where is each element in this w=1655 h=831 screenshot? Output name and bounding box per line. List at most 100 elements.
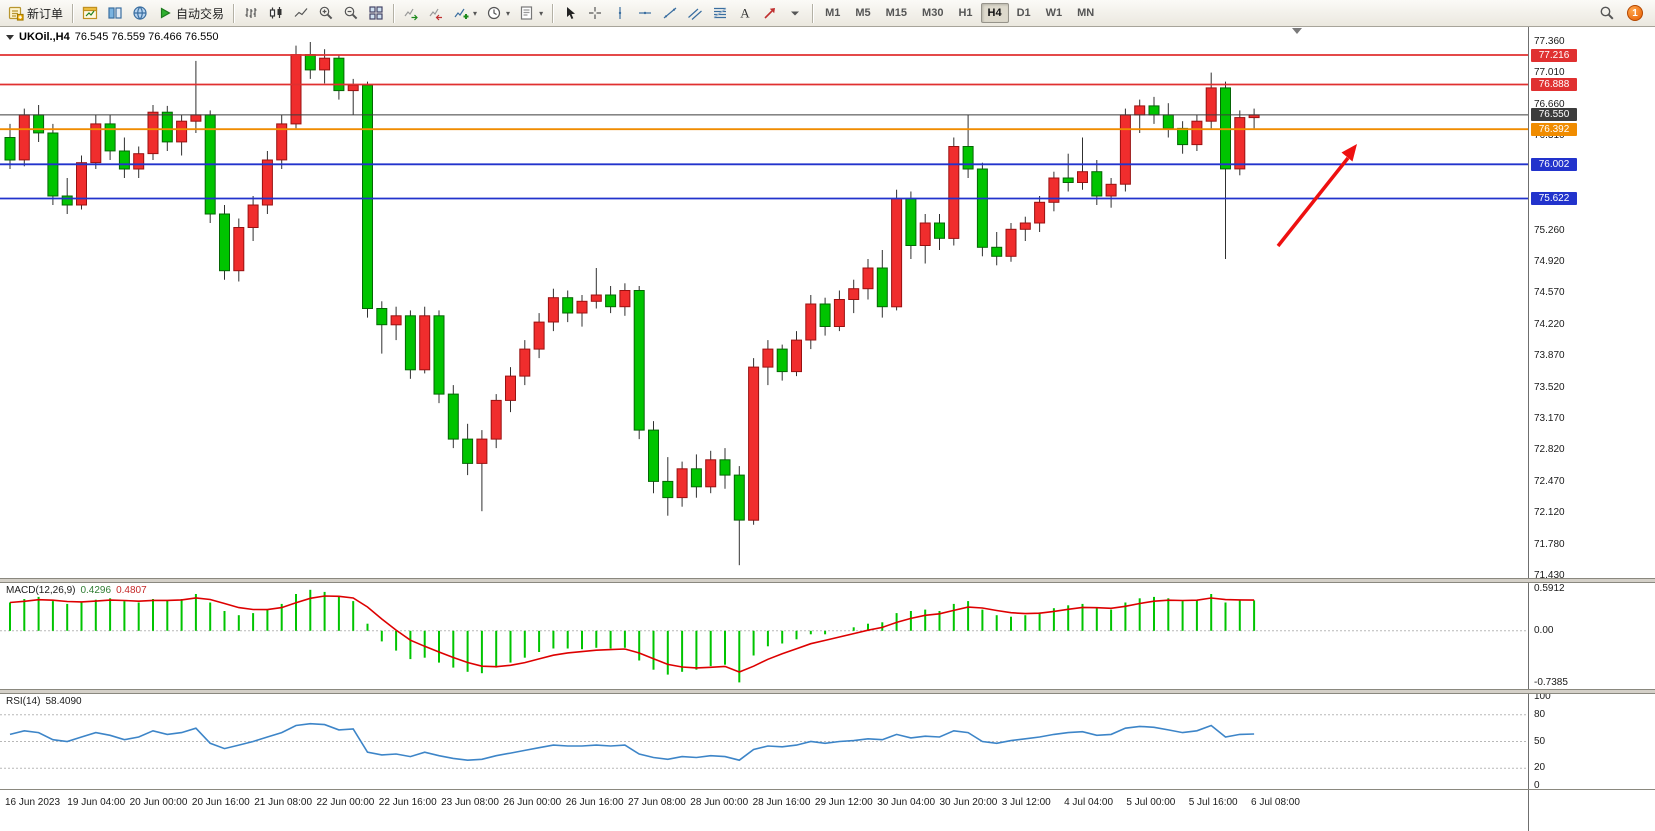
dropdown-caret-icon[interactable]: ▾ [539, 8, 544, 18]
timeframe-h1-button[interactable]: H1 [958, 7, 973, 19]
timeframe-w1-button[interactable]: W1 [1045, 7, 1063, 19]
indicators-list-button[interactable]: ▾ [449, 2, 481, 24]
auto-scroll-button[interactable] [399, 2, 423, 24]
bars-icon [243, 5, 259, 21]
dropdown-caret-icon[interactable]: ▾ [506, 8, 511, 18]
tile-windows-button[interactable] [364, 2, 388, 24]
time-axis-label: 16 Jun 2023 [5, 797, 61, 808]
rsi-scale-tick: 0 [1534, 780, 1540, 791]
ohlc-values: 76.545 76.559 76.466 76.550 [74, 31, 219, 43]
vertical-line-tool-button[interactable] [608, 2, 632, 24]
toolbar-separator [393, 3, 395, 23]
periods-list-button[interactable]: ▾ [482, 2, 514, 24]
auto-trading-button[interactable]: 自动交易 [153, 2, 228, 24]
toolbar-separator [72, 3, 74, 23]
candle-chart-type-button[interactable] [264, 2, 288, 24]
price-tick: 73.870 [1534, 350, 1565, 362]
rsi-scale-tick: 80 [1534, 708, 1546, 720]
time-axis-label: 23 Jun 08:00 [441, 797, 499, 808]
timeframe-d1-button[interactable]: D1 [1016, 7, 1031, 19]
time-axis-label: 6 Jul 08:00 [1251, 797, 1300, 808]
templates-button[interactable]: ▾ [515, 2, 547, 24]
notification-badge: 1 [1627, 5, 1643, 21]
time-axis-label: 28 Jun 00:00 [690, 797, 749, 808]
time-axis-label: 4 Jul 04:00 [1064, 797, 1114, 808]
zoom-in-button[interactable] [314, 2, 338, 24]
trendline-tool-button[interactable] [658, 2, 682, 24]
rsi-label: RSI(14) 58.4090 [6, 696, 82, 707]
time-axis-label: 30 Jun 20:00 [939, 797, 998, 808]
timeframe-m15-button[interactable]: M15 [885, 7, 908, 19]
new-order-button[interactable]: 新订单 [4, 2, 67, 24]
price-tick: 71.780 [1534, 538, 1565, 550]
timeframe-mn-button[interactable]: MN [1077, 7, 1095, 19]
macd-scale-tick: 0.00 [1534, 624, 1554, 636]
price-level-badge: 77.216 [1531, 48, 1577, 62]
play-green-icon [157, 5, 173, 21]
panel-separator[interactable] [0, 689, 1655, 694]
fibonacci-tool-button[interactable] [708, 2, 732, 24]
price-chart[interactable] [0, 27, 1528, 578]
trendline-icon [662, 5, 678, 21]
fibo-icon [712, 5, 728, 21]
time-axis-label: 3 Jul 12:00 [1001, 797, 1051, 808]
rsi-panel[interactable] [0, 694, 1528, 789]
crosshair-tool-button[interactable] [583, 2, 607, 24]
price-tick: 74.570 [1534, 287, 1565, 299]
objects-more-button[interactable] [783, 2, 807, 24]
time-axis-label: 5 Jul 00:00 [1126, 797, 1176, 808]
line-icon [293, 5, 309, 21]
timeframe-m1-button[interactable]: M1 [825, 7, 841, 19]
arrows-tool-button[interactable] [758, 2, 782, 24]
price-tick: 72.820 [1534, 444, 1565, 456]
timeframe-m5-button[interactable]: M5 [855, 7, 871, 19]
price-tick: 77.360 [1534, 36, 1565, 47]
search-symbols-button[interactable] [1595, 2, 1619, 24]
time-axis-label: 29 Jun 12:00 [814, 797, 873, 808]
dropdown-caret-icon[interactable]: ▾ [473, 8, 478, 18]
time-axis-label: 27 Jun 08:00 [628, 797, 686, 808]
hline-icon [637, 5, 653, 21]
zoom-out-icon [343, 5, 359, 21]
time-axis-label: 28 Jun 16:00 [752, 797, 811, 808]
cursor-icon [562, 5, 578, 21]
line-chart-type-button[interactable] [289, 2, 313, 24]
chart-title: UKOil.,H4 76.545 76.559 76.466 76.550 [6, 31, 218, 43]
notifications-button[interactable]: 1 [1623, 2, 1647, 24]
price-tick: 73.170 [1534, 412, 1565, 424]
price-tick: 75.260 [1534, 224, 1565, 236]
chart-shift-marker-icon[interactable] [1292, 28, 1302, 34]
tiles-icon [368, 5, 384, 21]
timeframe-h4-button[interactable]: H4 [980, 3, 1009, 23]
rsi-scale-tick: 20 [1534, 762, 1546, 774]
price-tick: 77.010 [1534, 67, 1565, 79]
price-tick: 72.470 [1534, 475, 1565, 487]
candles-icon [268, 5, 284, 21]
indicators-icon [453, 5, 469, 21]
charts-window-button[interactable] [78, 2, 102, 24]
chart-window-icon [82, 5, 98, 21]
timeframe-m30-button[interactable]: M30 [922, 7, 944, 19]
toolbar-right: 1 [1595, 2, 1651, 24]
time-axis[interactable]: 16 Jun 2023 19 Jun 04:00 20 Jun 00:00 20 Ju… [0, 790, 1528, 831]
cursor-tool-button[interactable] [558, 2, 582, 24]
panel-separator[interactable] [0, 578, 1655, 583]
mql-community-button[interactable] [128, 2, 152, 24]
zoom-out-button[interactable] [339, 2, 363, 24]
text-tool-button[interactable]: A [733, 2, 757, 24]
auto-scroll-icon [403, 5, 419, 21]
caret-down-icon [787, 5, 803, 21]
macd-panel[interactable] [0, 583, 1528, 689]
bar-chart-type-button[interactable] [239, 2, 263, 24]
price-scale[interactable]: 77.36077.01076.66076.31075.96075.61075.2… [1528, 27, 1655, 831]
collapse-icon[interactable] [6, 34, 14, 40]
time-axis-label: 26 Jun 16:00 [565, 797, 624, 808]
magnifier-icon [1599, 5, 1615, 21]
equidistant-channel-tool-button[interactable] [683, 2, 707, 24]
arrow-obj-icon [762, 5, 778, 21]
horizontal-line-tool-button[interactable] [633, 2, 657, 24]
chart-shift-button[interactable] [424, 2, 448, 24]
symbol-period-label: UKOil.,H4 [19, 31, 70, 43]
time-axis-label: 22 Jun 00:00 [316, 797, 375, 808]
market-depth-button[interactable] [103, 2, 127, 24]
